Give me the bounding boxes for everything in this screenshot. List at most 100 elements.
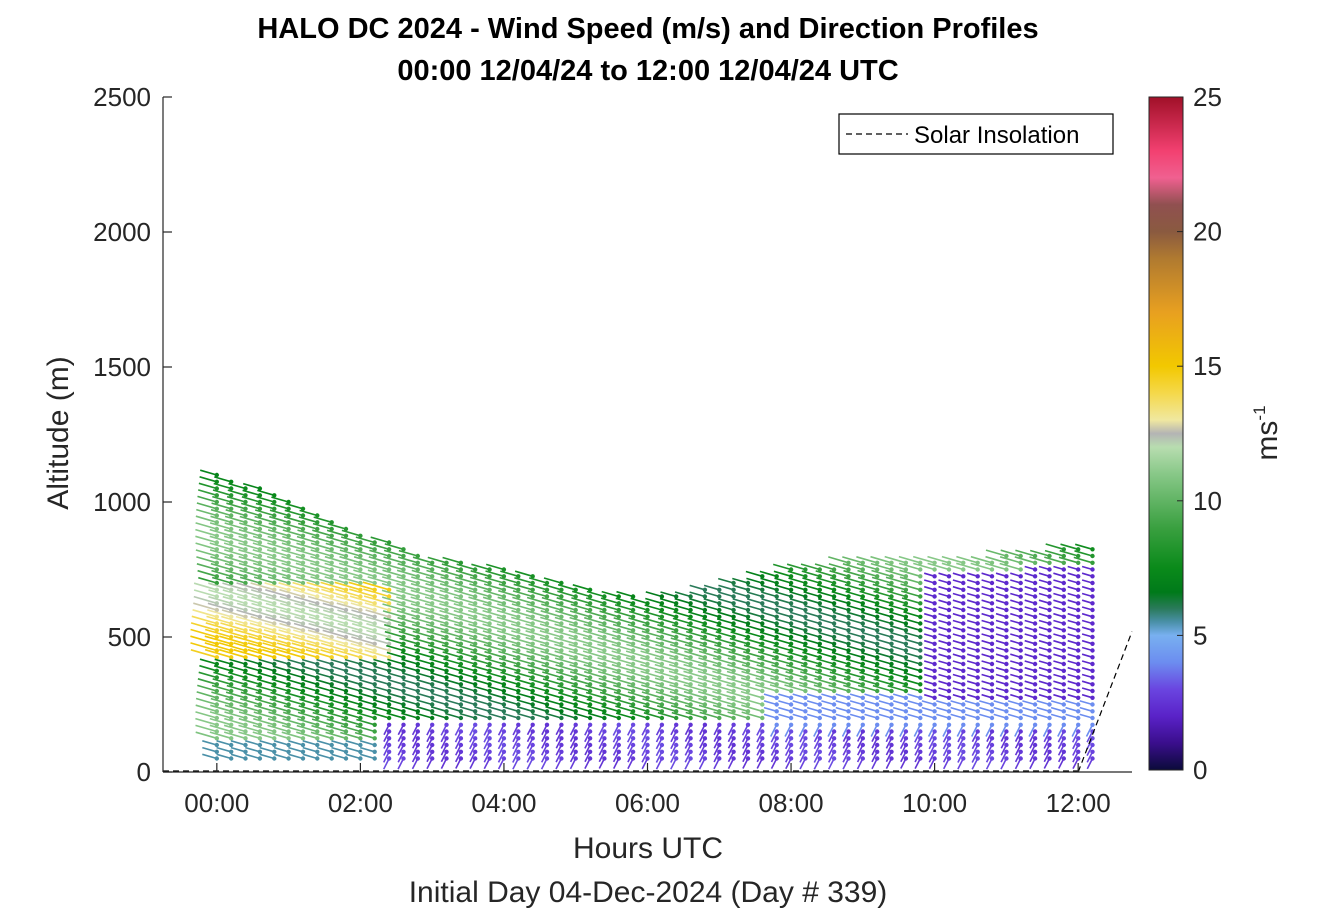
- wind-barb-head: [889, 621, 894, 626]
- wind-barb-head: [372, 749, 377, 754]
- wind-barb-head: [343, 729, 349, 734]
- wind-barb-head: [386, 594, 392, 599]
- wind-barb-shaft: [248, 629, 275, 638]
- wind-barb: [344, 665, 363, 673]
- wind-barb-shaft: [396, 582, 419, 591]
- wind-barb-shaft: [425, 616, 447, 625]
- wind-barb: [439, 616, 464, 626]
- wind-barb: [202, 740, 219, 748]
- wind-barb-head: [300, 756, 306, 761]
- wind-barb-head: [386, 709, 392, 714]
- wind-barb-head: [717, 601, 722, 606]
- wind-barb: [342, 712, 363, 721]
- wind-barb: [411, 623, 435, 633]
- wind-barb-head: [329, 641, 334, 646]
- wind-barb-head: [487, 715, 492, 721]
- wind-barb: [397, 722, 406, 736]
- wind-barb: [430, 679, 449, 687]
- wind-barb-head: [286, 520, 291, 525]
- wind-barb-head: [961, 742, 966, 748]
- wind-barb-shaft: [195, 697, 218, 706]
- wind-barb-shaft: [239, 576, 261, 584]
- wind-barb-head: [329, 553, 334, 559]
- wind-barb-head: [860, 709, 865, 714]
- wind-barb: [340, 542, 363, 552]
- wind-barb-head: [860, 695, 865, 700]
- wind-barb: [426, 569, 449, 579]
- wind-barb-head: [272, 709, 277, 714]
- wind-barb-head: [817, 722, 822, 727]
- wind-barb-head: [875, 614, 880, 619]
- wind-barb-head: [473, 594, 478, 599]
- wind-barb-shaft: [254, 509, 275, 517]
- wind-barb: [411, 616, 435, 626]
- wind-barb-shaft: [253, 529, 275, 537]
- wind-barb-head: [875, 702, 880, 707]
- wind-barb-shaft: [270, 685, 289, 692]
- wind-barb-head: [329, 655, 334, 660]
- wind-barb-head: [975, 688, 980, 694]
- wind-barb: [430, 706, 449, 714]
- wind-barb-shaft: [210, 704, 232, 713]
- wind-barb-head: [831, 702, 837, 707]
- wind-barb-head: [214, 513, 219, 518]
- wind-barb-head: [918, 601, 923, 606]
- wind-barb-head: [961, 607, 966, 613]
- wind-barb-head: [329, 749, 334, 754]
- wind-barb-head: [774, 729, 779, 734]
- wind-barb-shaft: [266, 549, 289, 557]
- wind-barb-head: [961, 614, 966, 619]
- wind-barb-head: [674, 722, 679, 727]
- wind-barb-head: [272, 655, 277, 660]
- wind-barb: [302, 740, 320, 748]
- wind-barb-head: [386, 547, 392, 552]
- wind-barb-head: [229, 574, 234, 579]
- wind-barb-shaft: [223, 542, 246, 551]
- wind-barb-head: [501, 702, 507, 707]
- wind-barb-head: [257, 688, 263, 694]
- wind-barb-head: [961, 722, 966, 727]
- wind-barb: [278, 629, 306, 640]
- wind-barb: [209, 528, 234, 538]
- wind-barb: [213, 665, 234, 673]
- wind-barb: [387, 692, 406, 700]
- wind-barb: [426, 722, 435, 736]
- wind-barb: [267, 569, 291, 579]
- wind-barb: [372, 699, 392, 707]
- wind-barb: [218, 648, 248, 660]
- wind-barb-head: [616, 715, 621, 721]
- wind-barb-head: [401, 688, 406, 694]
- wind-barb-head: [386, 668, 392, 673]
- wind-barb-head: [989, 756, 995, 761]
- wind-barb-shaft: [281, 562, 304, 571]
- wind-barb: [472, 678, 492, 687]
- wind-barb: [291, 649, 320, 660]
- wind-barb-head: [932, 709, 937, 714]
- wind-barb: [254, 698, 277, 707]
- wind-barb-shaft: [325, 725, 347, 733]
- wind-barb-head: [315, 729, 320, 734]
- wind-barb: [282, 718, 306, 727]
- wind-barb-head: [243, 533, 248, 538]
- wind-barb-head: [358, 547, 363, 552]
- wind-barb-head: [272, 628, 277, 633]
- wind-barb-head: [329, 702, 334, 707]
- wind-barb-shaft: [265, 609, 289, 618]
- wind-barb-head: [243, 567, 248, 572]
- wind-barb-shaft: [372, 699, 390, 706]
- wind-barb-head: [300, 526, 306, 532]
- wind-barb: [338, 576, 363, 586]
- wind-barb: [238, 717, 263, 727]
- wind-barb-shaft: [198, 576, 218, 584]
- wind-barb: [387, 665, 406, 673]
- wind-barb-head: [257, 540, 263, 545]
- wind-barb-head: [889, 628, 894, 633]
- wind-barb-head: [501, 722, 507, 727]
- wind-barb-shaft: [351, 629, 375, 638]
- wind-barb-head: [214, 621, 219, 626]
- wind-barb-shaft: [324, 562, 347, 571]
- wind-barb: [216, 740, 234, 748]
- wind-barb-head: [415, 648, 420, 653]
- wind-barb: [473, 692, 492, 700]
- wind-barb-shaft: [249, 622, 275, 632]
